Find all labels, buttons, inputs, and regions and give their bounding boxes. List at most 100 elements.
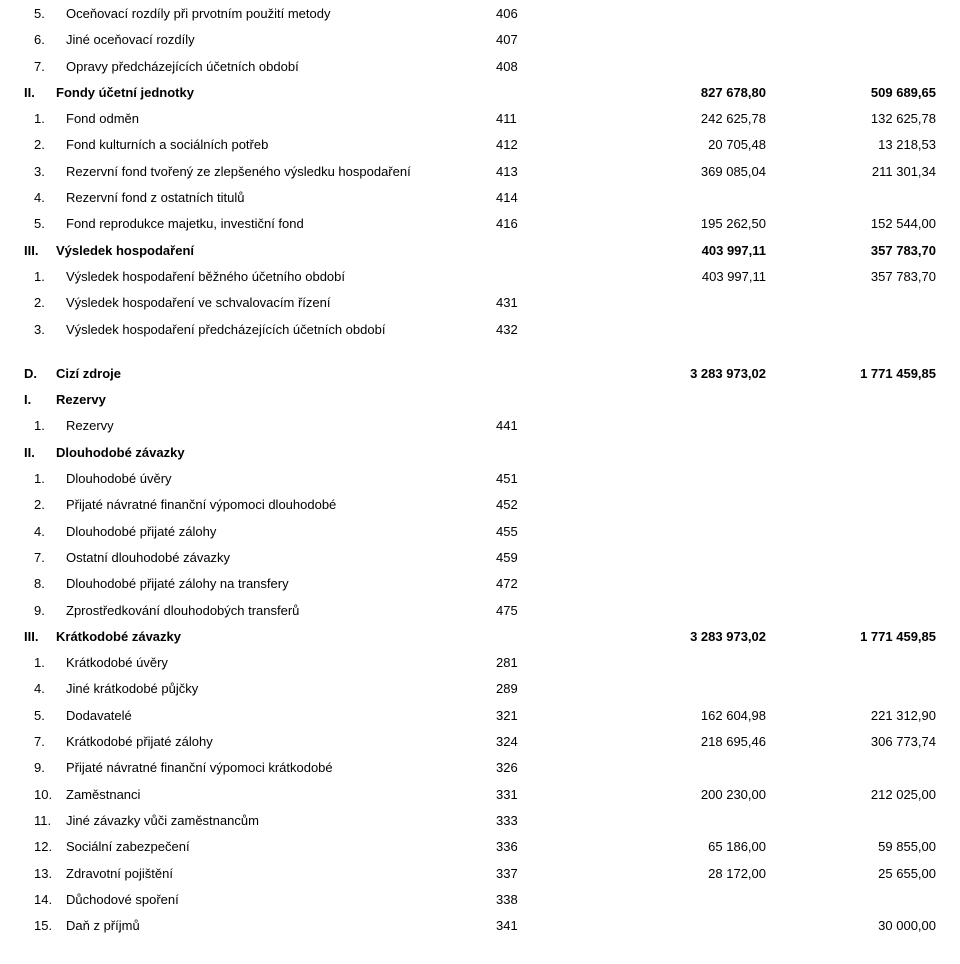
row-label: Rezervní fond tvořený ze zlepšeného výsl… (66, 164, 496, 179)
row-number: III. (24, 629, 56, 644)
row-number: 2. (24, 497, 66, 512)
row-label: Výsledek hospodaření ve schvalovacím říz… (66, 295, 496, 310)
table-row: 8.Dlouhodobé přijaté zálohy na transfery… (24, 576, 936, 602)
row-account-code: 341 (496, 918, 556, 933)
row-label: Krátkodobé přijaté zálohy (66, 734, 496, 749)
row-account-code: 406 (496, 6, 556, 21)
row-number: 5. (24, 6, 66, 21)
row-label: Fondy účetní jednotky (56, 85, 496, 100)
row-number: 4. (24, 681, 66, 696)
table-row: 2.Výsledek hospodaření ve schvalovacím ř… (24, 295, 936, 321)
row-label: Dlouhodobé závazky (56, 445, 496, 460)
row-value-current: 65 186,00 (556, 839, 766, 854)
table-row: 7.Opravy předcházejících účetních období… (24, 59, 936, 85)
row-value-current: 28 172,00 (556, 866, 766, 881)
row-account-code: 472 (496, 576, 556, 591)
row-number: 13. (24, 866, 66, 881)
row-account-code: 416 (496, 216, 556, 231)
financial-table-section-1: 5.Oceňovací rozdíly při prvotním použití… (24, 6, 936, 348)
row-account-code: 451 (496, 471, 556, 486)
table-row: 4.Dlouhodobé přijaté zálohy455 (24, 524, 936, 550)
table-row: 5.Fond reprodukce majetku, investiční fo… (24, 216, 936, 242)
row-account-code: 337 (496, 866, 556, 881)
row-account-code: 336 (496, 839, 556, 854)
row-label: Přijaté návratné finanční výpomoci dlouh… (66, 497, 496, 512)
row-number: 5. (24, 216, 66, 231)
row-label: Dodavatelé (66, 708, 496, 723)
row-label: Dlouhodobé přijaté zálohy (66, 524, 496, 539)
row-value-previous: 1 771 459,85 (766, 366, 936, 381)
row-number: 12. (24, 839, 66, 854)
row-number: II. (24, 445, 56, 460)
row-value-previous: 152 544,00 (766, 216, 936, 231)
table-row: 1.Fond odměn411242 625,78132 625,78 (24, 111, 936, 137)
row-label: Dlouhodobé úvěry (66, 471, 496, 486)
table-row: 3.Rezervní fond tvořený ze zlepšeného vý… (24, 164, 936, 190)
row-value-previous: 357 783,70 (766, 269, 936, 284)
row-account-code: 413 (496, 164, 556, 179)
row-value-previous: 306 773,74 (766, 734, 936, 749)
row-number: 1. (24, 269, 66, 284)
row-label: Fond kulturních a sociálních potřeb (66, 137, 496, 152)
row-number: 1. (24, 418, 66, 433)
row-value-current: 369 085,04 (556, 164, 766, 179)
row-label: Oceňovací rozdíly při prvotním použití m… (66, 6, 496, 21)
table-row: 15.Daň z příjmů34130 000,00 (24, 918, 936, 944)
row-account-code: 459 (496, 550, 556, 565)
row-number: 7. (24, 59, 66, 74)
row-value-previous: 211 301,34 (766, 164, 936, 179)
row-number: 5. (24, 708, 66, 723)
row-value-current: 195 262,50 (556, 216, 766, 231)
row-account-code: 452 (496, 497, 556, 512)
row-label: Zprostředkování dlouhodobých transferů (66, 603, 496, 618)
row-account-code: 431 (496, 295, 556, 310)
table-row: 2.Fond kulturních a sociálních potřeb412… (24, 137, 936, 163)
row-number: III. (24, 243, 56, 258)
row-value-previous: 59 855,00 (766, 839, 936, 854)
row-label: Jiné oceňovací rozdíly (66, 32, 496, 47)
row-value-current: 3 283 973,02 (556, 366, 766, 381)
row-label: Výsledek hospodaření (56, 243, 496, 258)
row-label: Krátkodobé úvěry (66, 655, 496, 670)
row-account-code: 321 (496, 708, 556, 723)
row-label: Výsledek hospodaření předcházejících úče… (66, 322, 496, 337)
table-row: 11.Jiné závazky vůči zaměstnancům333 (24, 813, 936, 839)
row-value-previous: 25 655,00 (766, 866, 936, 881)
financial-table-section-2: D.Cizí zdroje3 283 973,021 771 459,85I.R… (24, 366, 936, 945)
table-row: 12.Sociální zabezpečení33665 186,0059 85… (24, 839, 936, 865)
row-number: 1. (24, 655, 66, 670)
row-account-code: 326 (496, 760, 556, 775)
row-account-code: 324 (496, 734, 556, 749)
table-row: I.Rezervy (24, 392, 936, 418)
row-account-code: 475 (496, 603, 556, 618)
row-number: 14. (24, 892, 66, 907)
row-account-code: 414 (496, 190, 556, 205)
section-spacer (24, 348, 936, 366)
table-row: 4.Rezervní fond z ostatních titulů414 (24, 190, 936, 216)
row-label: Fond reprodukce majetku, investiční fond (66, 216, 496, 231)
row-number: 2. (24, 137, 66, 152)
table-row: D.Cizí zdroje3 283 973,021 771 459,85 (24, 366, 936, 392)
row-number: 4. (24, 190, 66, 205)
row-account-code: 331 (496, 787, 556, 802)
row-number: 15. (24, 918, 66, 933)
table-row: 1.Rezervy441 (24, 418, 936, 444)
row-value-current: 403 997,11 (556, 243, 766, 258)
row-value-previous: 221 312,90 (766, 708, 936, 723)
row-label: Dlouhodobé přijaté zálohy na transfery (66, 576, 496, 591)
table-row: 7.Ostatní dlouhodobé závazky459 (24, 550, 936, 576)
table-row: 5.Oceňovací rozdíly při prvotním použití… (24, 6, 936, 32)
row-account-code: 455 (496, 524, 556, 539)
row-value-current: 200 230,00 (556, 787, 766, 802)
table-row: 7.Krátkodobé přijaté zálohy324218 695,46… (24, 734, 936, 760)
row-label: Jiné závazky vůči zaměstnancům (66, 813, 496, 828)
table-row: 13.Zdravotní pojištění33728 172,0025 655… (24, 866, 936, 892)
row-account-code: 408 (496, 59, 556, 74)
row-account-code: 412 (496, 137, 556, 152)
row-value-current: 162 604,98 (556, 708, 766, 723)
table-row: II.Dlouhodobé závazky (24, 445, 936, 471)
row-value-previous: 509 689,65 (766, 85, 936, 100)
table-row: 1.Krátkodobé úvěry281 (24, 655, 936, 681)
table-row: 6.Jiné oceňovací rozdíly407 (24, 32, 936, 58)
row-account-code: 432 (496, 322, 556, 337)
